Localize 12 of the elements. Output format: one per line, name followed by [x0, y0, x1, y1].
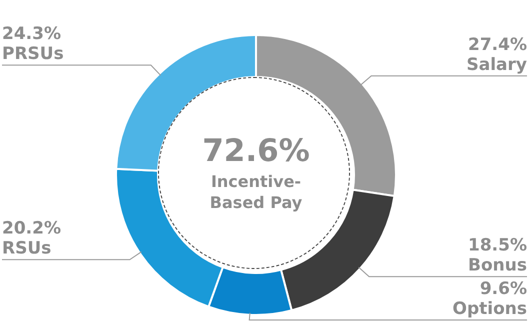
slice-label: RSUs [2, 238, 52, 259]
data-label: 24.3% [2, 24, 61, 44]
slice-label: PRSUs [2, 44, 64, 64]
text: 72.6% [202, 133, 310, 169]
data-label: 20.2% [2, 218, 61, 239]
text: Incentive-Based Pay [210, 172, 303, 212]
data-label: 27.4% [468, 34, 527, 55]
slice-label: Salary [466, 54, 527, 75]
slice-label: Bonus [468, 256, 527, 276]
data-label: 18.5% [468, 236, 527, 256]
slice-label: Options [452, 299, 527, 319]
data-label: 9.6% [480, 279, 527, 299]
